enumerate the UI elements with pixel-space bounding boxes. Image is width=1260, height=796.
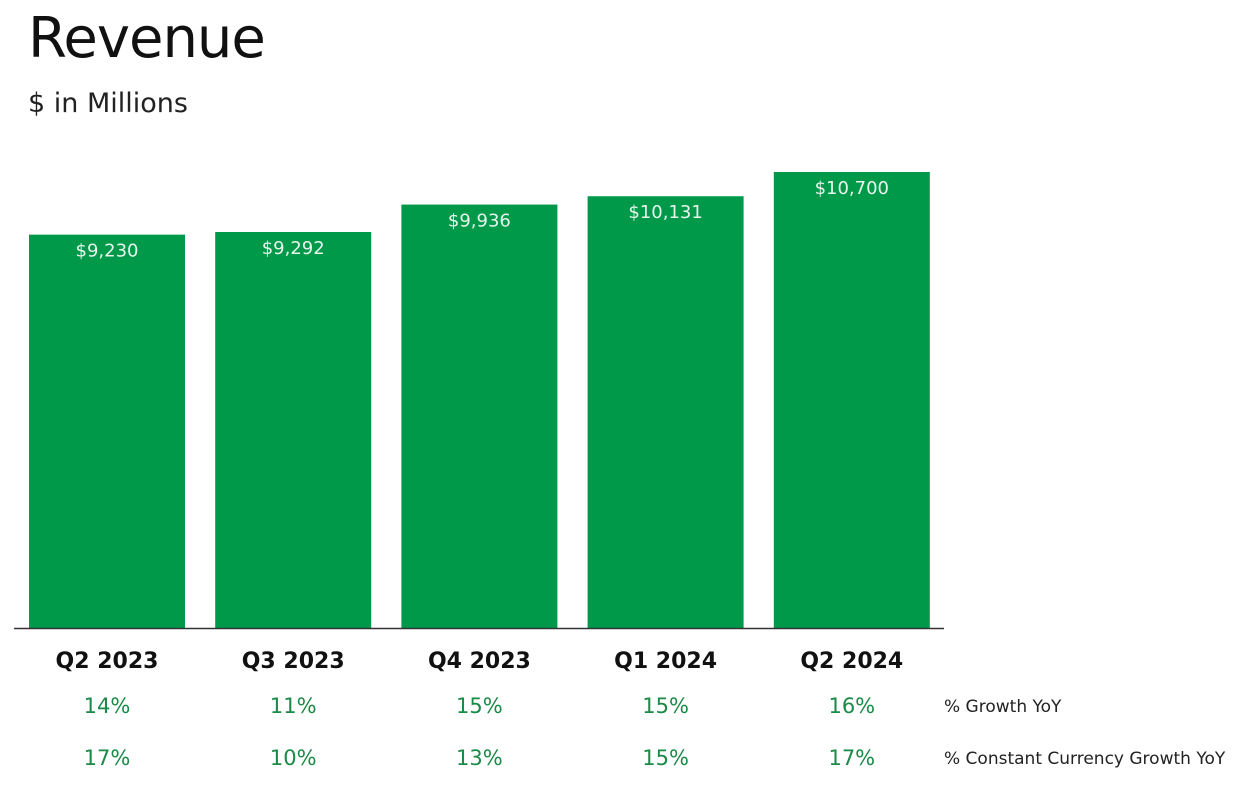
growth-value: 11% xyxy=(270,694,317,718)
bar xyxy=(215,232,372,628)
growth-value: 10% xyxy=(270,746,317,770)
growth-value: 17% xyxy=(828,746,875,770)
growth-value: 16% xyxy=(828,694,875,718)
bar xyxy=(401,204,558,628)
growth-value: 15% xyxy=(642,746,689,770)
x-tick-label: Q3 2023 xyxy=(242,649,345,674)
growth-value: 15% xyxy=(642,694,689,718)
growth-row-label: % Constant Currency Growth YoY xyxy=(944,749,1226,769)
bar-value-label: $9,292 xyxy=(262,238,325,259)
bar xyxy=(29,234,185,628)
growth-value: 15% xyxy=(456,694,503,718)
x-tick-label: Q4 2023 xyxy=(428,649,531,674)
growth-row-label: % Growth YoY xyxy=(944,697,1062,717)
x-tick-label: Q2 2023 xyxy=(56,649,159,674)
growth-value: 14% xyxy=(84,694,131,718)
bar-value-label: $10,700 xyxy=(815,178,889,199)
bar xyxy=(587,196,744,629)
bar xyxy=(773,172,930,628)
bar-value-label: $10,131 xyxy=(628,202,702,223)
growth-value: 17% xyxy=(84,746,131,770)
x-tick-label: Q2 2024 xyxy=(800,649,903,674)
growth-value: 13% xyxy=(456,746,503,770)
bar-value-label: $9,230 xyxy=(76,241,139,262)
x-tick-label: Q1 2024 xyxy=(614,649,717,674)
bar-value-label: $9,936 xyxy=(448,211,511,232)
chart-title: Revenue xyxy=(28,6,266,71)
chart-subtitle: $ in Millions xyxy=(28,88,188,119)
